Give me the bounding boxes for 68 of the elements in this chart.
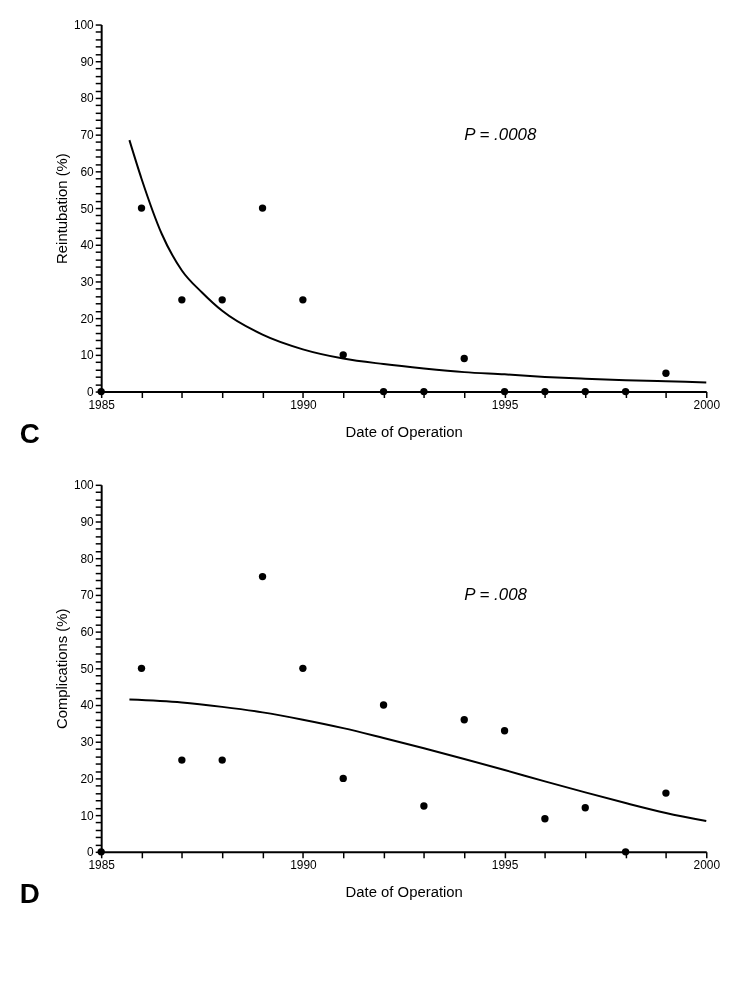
y-tick-label: 10 bbox=[80, 348, 95, 363]
y-tick-label: 60 bbox=[80, 164, 95, 179]
y-tick-label: 10 bbox=[80, 808, 95, 823]
x-tick-label: 1990 bbox=[290, 858, 317, 873]
text: C bbox=[19, 418, 40, 450]
y-tick-label: 80 bbox=[80, 551, 95, 566]
y-tick-label: 90 bbox=[80, 514, 95, 529]
point bbox=[137, 664, 146, 672]
y-tick-label: 60 bbox=[80, 625, 95, 640]
y-tick-label: 70 bbox=[80, 588, 95, 603]
x-tick-label: 2000 bbox=[693, 858, 721, 873]
point bbox=[460, 354, 468, 363]
x-tick-label: 1985 bbox=[88, 858, 116, 873]
point bbox=[339, 351, 347, 359]
point bbox=[218, 296, 226, 304]
y-tick-label: 30 bbox=[80, 274, 95, 289]
point bbox=[218, 756, 226, 764]
annotation: P = .008 bbox=[464, 584, 528, 604]
point bbox=[178, 296, 186, 304]
line-series bbox=[128, 698, 708, 822]
point bbox=[662, 369, 670, 377]
point bbox=[500, 387, 509, 396]
point bbox=[541, 387, 549, 396]
point bbox=[178, 756, 186, 764]
point bbox=[581, 804, 589, 812]
y-axis-title: Reintubation (%) bbox=[53, 153, 70, 264]
point bbox=[621, 387, 630, 396]
annotation: P = .0008 bbox=[464, 124, 537, 144]
y-tick-label: 20 bbox=[80, 311, 95, 326]
y-tick-label: 50 bbox=[80, 661, 95, 676]
y-tick-label: 20 bbox=[80, 771, 95, 786]
point bbox=[379, 701, 388, 709]
y-tick-label: 70 bbox=[80, 128, 95, 143]
y-tick-label: 100 bbox=[73, 18, 95, 33]
x-tick-label: 1990 bbox=[290, 397, 317, 412]
point bbox=[339, 774, 347, 783]
point bbox=[379, 387, 388, 396]
point bbox=[258, 572, 267, 581]
point bbox=[258, 204, 267, 212]
y-tick-label: 80 bbox=[80, 91, 95, 106]
line-series bbox=[128, 139, 708, 384]
point bbox=[581, 387, 589, 396]
y-axis-title: Complications (%) bbox=[53, 608, 70, 730]
y-tick-label: 50 bbox=[80, 201, 95, 216]
y-tick-label: 40 bbox=[80, 698, 95, 713]
point bbox=[662, 789, 670, 797]
x-tick-label: 1995 bbox=[491, 858, 519, 873]
x-axis-title: Date of Operation bbox=[345, 423, 463, 440]
point bbox=[621, 848, 630, 856]
y-tick-label: 0 bbox=[87, 845, 95, 860]
point bbox=[460, 716, 468, 724]
point bbox=[500, 727, 509, 735]
point bbox=[299, 664, 307, 672]
point bbox=[541, 815, 549, 823]
y-tick-label: 40 bbox=[80, 238, 95, 253]
point bbox=[420, 387, 428, 396]
point bbox=[137, 204, 146, 212]
y-tick-label: 30 bbox=[80, 735, 95, 750]
y-tick-label: 100 bbox=[73, 478, 95, 493]
y-tick-label: 0 bbox=[87, 385, 95, 400]
point bbox=[299, 296, 307, 304]
point bbox=[420, 802, 428, 810]
x-tick-label: 1995 bbox=[491, 397, 519, 412]
y-tick-label: 90 bbox=[80, 54, 95, 69]
x-axis-title: Date of Operation bbox=[345, 883, 463, 900]
x-tick-label: 2000 bbox=[693, 397, 721, 412]
text: D bbox=[19, 878, 40, 910]
x-tick-label: 1985 bbox=[88, 397, 116, 412]
